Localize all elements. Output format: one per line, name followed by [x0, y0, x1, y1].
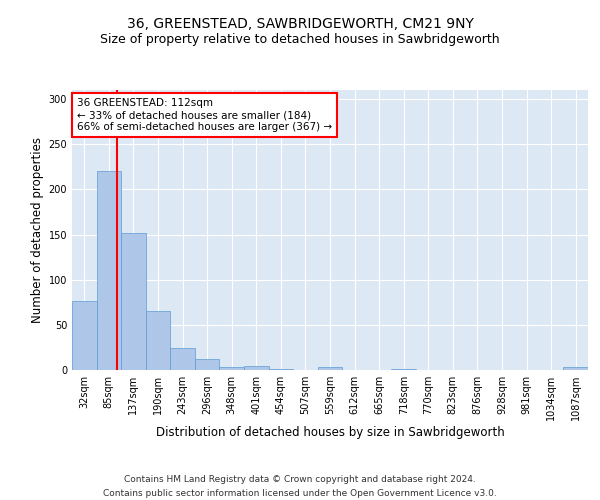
Bar — [146, 312, 170, 370]
Bar — [391, 369, 416, 370]
Bar — [121, 232, 146, 370]
Bar — [220, 368, 244, 370]
Text: 36, GREENSTEAD, SAWBRIDGEWORTH, CM21 9NY: 36, GREENSTEAD, SAWBRIDGEWORTH, CM21 9NY — [127, 18, 473, 32]
Bar — [170, 348, 195, 370]
Text: Contains HM Land Registry data © Crown copyright and database right 2024.
Contai: Contains HM Land Registry data © Crown c… — [103, 476, 497, 498]
Text: Size of property relative to detached houses in Sawbridgeworth: Size of property relative to detached ho… — [100, 32, 500, 46]
Bar — [244, 366, 269, 370]
Bar — [318, 368, 342, 370]
Bar — [195, 359, 220, 370]
X-axis label: Distribution of detached houses by size in Sawbridgeworth: Distribution of detached houses by size … — [155, 426, 505, 439]
Y-axis label: Number of detached properties: Number of detached properties — [31, 137, 44, 323]
Bar — [563, 368, 588, 370]
Bar — [269, 369, 293, 370]
Bar — [72, 302, 97, 370]
Text: 36 GREENSTEAD: 112sqm
← 33% of detached houses are smaller (184)
66% of semi-det: 36 GREENSTEAD: 112sqm ← 33% of detached … — [77, 98, 332, 132]
Bar — [97, 172, 121, 370]
